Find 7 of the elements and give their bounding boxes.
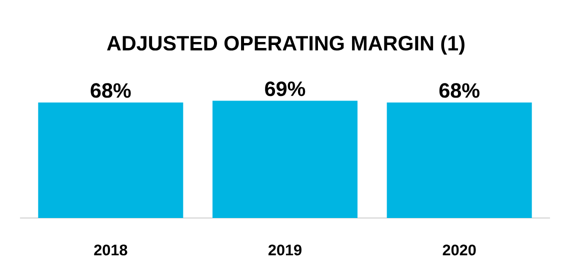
x-tick-label: 2019 [268,244,302,256]
data-label: 68% [90,83,131,98]
x-tick-label: 2018 [94,244,128,256]
chart-title: ADJUSTED OPERATING MARGIN (1) [107,35,464,55]
data-label: 69% [265,81,306,96]
x-tick-label: 2020 [442,244,476,256]
data-label: 68% [439,83,480,98]
